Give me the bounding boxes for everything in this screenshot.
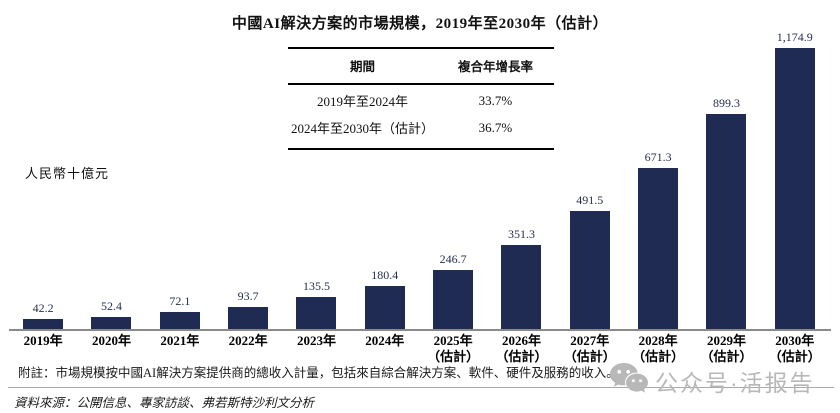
bar [706,113,747,329]
bar-value-label: 671.3 [644,150,672,165]
bar-value-label: 72.1 [169,293,191,308]
bar [569,211,610,329]
bar [296,296,337,329]
bar-value-label: 42.2 [32,300,54,315]
cagr-period-cell: 2024年至2030年（估計） [290,121,434,136]
watermark: 公众号·活报告 [609,362,815,400]
wechat-icon [609,362,649,400]
source-note: 資料來源：公開信息、專家訪談、弗若斯特沙利文分析 [14,396,315,410]
bar-value-label: 899.3 [712,95,740,110]
bar [364,285,405,329]
x-axis-label: 2030年 （估計） [768,333,821,365]
bar [159,311,200,329]
bar [433,270,474,329]
bar-column: 135.5 [282,279,350,329]
x-axis-label: 2022年 [228,333,268,348]
y-axis-unit-label: 人民幣十億元 [25,166,110,181]
table-row: 2024年至2030年（估計） 36.7% [288,112,554,149]
cagr-rate-cell: 36.7% [478,119,513,135]
bar-column: 899.3 [692,96,760,329]
bar-value-label: 52.4 [100,298,122,313]
chart-title: 中國AI解決方案的市場規模，2019年至2030年（估計） [231,16,609,32]
bar-column: 93.7 [214,289,282,329]
bar-value-label: 93.7 [237,288,259,303]
table-row: 2019年至2024年 33.7% [288,84,554,112]
bar-value-label: 135.5 [302,278,330,293]
cagr-header-period: 期間 [288,48,437,85]
bar [501,245,542,329]
bar [23,318,64,329]
x-axis-label: 2025年 （估計） [427,333,480,365]
cagr-period-cell: 2019年至2024年 [316,94,408,109]
bar-value-label: 180.4 [371,267,399,282]
bar-column: 180.4 [351,268,419,329]
bar-column: 246.7 [419,252,487,329]
bar-column: 671.3 [624,150,692,329]
bar [228,306,269,329]
cagr-table: 期間 複合年增長率 2019年至2024年 33.7% 2024年至2030年（… [288,47,554,150]
x-axis-label: 2028年 （估計） [632,333,685,365]
x-axis: 2019年 2020年 2021年 2022年 2023年 2024年 2025年 （估計） 2… [9,333,829,366]
bar-value-label: 351.3 [507,227,535,241]
bar-value-label: 491.5 [576,193,604,208]
x-axis-label: 2029年 （估計） [700,333,753,365]
bar [91,316,132,329]
x-axis-label: 2021年 [160,333,200,348]
x-axis-label: 2026年 （估計） [495,333,548,365]
bar [638,168,679,329]
footnote: 附註：市場規模按中國AI解決方案提供商的總收入計量，包括來自綜合解決方案、軟件、… [18,366,619,380]
x-axis-label: 2027年 （估計） [563,333,616,365]
bar [774,48,815,329]
x-axis-label: 2023年 [296,333,336,348]
bar-column: 491.5 [556,193,624,329]
bar-value-label: 246.7 [439,252,467,266]
bar-value-label: 1,174.9 [776,30,813,44]
watermark-text: 公众号·活报告 [655,370,815,396]
bar-column: 42.2 [9,301,77,329]
cagr-rate-cell: 33.7% [478,92,513,108]
x-axis-line [9,329,831,331]
bar-column: 351.3 [487,227,555,329]
x-axis-label: 2024年 [365,333,405,348]
cagr-header-rate: 複合年增長率 [436,48,554,85]
bottom-divider [8,387,834,388]
x-axis-label: 2020年 [91,333,131,348]
bar-column: 52.4 [77,298,145,329]
bar-column: 1,174.9 [761,30,829,329]
x-axis-label: 2019年 [23,333,63,348]
bar-plot: 42.2 52.4 72.1 93.7 135.5 180.4 246.7 351.3 491.… [9,28,829,329]
bar-column: 72.1 [146,294,214,329]
